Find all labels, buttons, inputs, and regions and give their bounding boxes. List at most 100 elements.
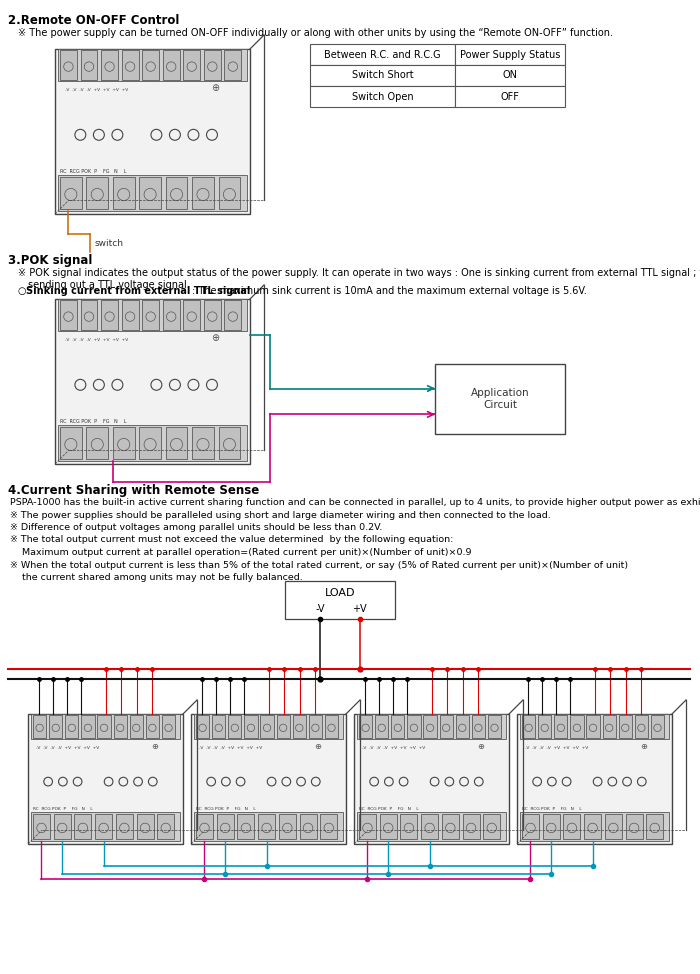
Text: the current shared among units may not be fully balanced.: the current shared among units may not b…	[22, 573, 302, 582]
Text: Power Supply Status: Power Supply Status	[460, 50, 560, 59]
Bar	[60, 176, 82, 209]
Bar	[488, 715, 501, 738]
Text: Sinking current from external TTL signal: Sinking current from external TTL signal	[26, 286, 251, 296]
Bar	[97, 715, 111, 738]
Bar	[359, 715, 372, 738]
Bar	[86, 427, 108, 459]
Bar	[58, 49, 247, 81]
Text: ⊕: ⊕	[477, 742, 484, 751]
Text: RC  RCG POK  P    FG   N    L: RC RCG POK P FG N L	[33, 807, 92, 811]
Text: Maximum output current at parallel operation=(Rated current per unit)×(Number of: Maximum output current at parallel opera…	[22, 548, 472, 557]
Bar	[651, 715, 664, 738]
Bar	[196, 715, 209, 738]
Bar	[183, 50, 200, 80]
Text: 3.POK signal: 3.POK signal	[8, 254, 92, 267]
Bar	[136, 814, 153, 839]
Text: RC  RCG POK  P    FG   N    L: RC RCG POK P FG N L	[60, 169, 127, 173]
Bar	[191, 714, 346, 844]
Bar	[139, 176, 161, 209]
Bar	[424, 715, 437, 738]
Bar	[455, 44, 565, 65]
Bar	[375, 715, 389, 738]
Text: ON: ON	[503, 70, 517, 81]
Bar	[60, 50, 77, 80]
Text: RC  RCG POK  P    FG   N    L: RC RCG POK P FG N L	[522, 807, 582, 811]
Text: : The maximum sink current is 10mA and the maximum external voltage is 5.6V.: : The maximum sink current is 10mA and t…	[192, 286, 587, 296]
Text: Switch Short: Switch Short	[351, 70, 413, 81]
Bar	[542, 814, 560, 839]
Bar	[158, 814, 174, 839]
Bar	[81, 715, 94, 738]
Bar	[58, 174, 247, 211]
Bar	[122, 300, 139, 330]
Text: LOAD: LOAD	[325, 588, 355, 598]
Bar	[310, 86, 455, 107]
Bar	[192, 176, 214, 209]
Bar	[101, 50, 118, 80]
Bar	[65, 715, 78, 738]
Bar	[49, 715, 62, 738]
Bar	[520, 714, 669, 739]
Bar	[194, 714, 343, 739]
Bar	[163, 300, 180, 330]
Bar	[237, 814, 254, 839]
Bar	[391, 715, 405, 738]
Bar	[95, 814, 112, 839]
Text: ⊕: ⊕	[152, 742, 159, 751]
Bar	[354, 714, 509, 844]
Bar	[113, 427, 134, 459]
Text: -V  -V  -V  -V  +V  +V  +V  +V: -V -V -V -V +V +V +V +V	[64, 89, 128, 93]
Text: ※ The power supply can be turned ON-OFF individually or along with other units b: ※ The power supply can be turned ON-OFF …	[18, 28, 613, 38]
Text: -V  -V  -V  -V  +V  +V  +V  +V: -V -V -V -V +V +V +V +V	[525, 746, 588, 750]
Bar	[538, 715, 552, 738]
Bar	[435, 364, 565, 434]
Bar	[626, 814, 643, 839]
Bar	[359, 814, 376, 839]
Bar	[225, 300, 242, 330]
Text: ⊕: ⊕	[211, 333, 219, 343]
Text: RC  RCG POK  P    FG   N    L: RC RCG POK P FG N L	[359, 807, 419, 811]
Bar	[554, 715, 568, 738]
Bar	[80, 50, 97, 80]
Bar	[163, 50, 180, 80]
Bar	[146, 715, 159, 738]
Text: 2.Remote ON-OFF Control: 2.Remote ON-OFF Control	[8, 14, 179, 27]
Bar	[217, 814, 234, 839]
Bar	[440, 715, 453, 738]
Bar	[162, 715, 175, 738]
Text: ※ The total output current must not exceed the value determined  by the followin: ※ The total output current must not exce…	[10, 536, 454, 544]
Bar	[74, 814, 92, 839]
Text: ⊕: ⊕	[314, 742, 321, 751]
Bar	[309, 715, 322, 738]
Bar	[139, 427, 161, 459]
Bar	[635, 715, 648, 738]
Bar	[456, 715, 469, 738]
Text: ※ When the total output current is less than 5% of the total rated current, or s: ※ When the total output current is less …	[10, 560, 628, 570]
Text: RC  RCG POK  P    FG   N    L: RC RCG POK P FG N L	[196, 807, 256, 811]
Text: Between R.C. and R.C.G: Between R.C. and R.C.G	[324, 50, 441, 59]
Bar	[58, 425, 247, 461]
Text: Switch Open: Switch Open	[351, 92, 413, 101]
Text: -V  -V  -V  -V  +V  +V  +V  +V: -V -V -V -V +V +V +V +V	[36, 746, 99, 750]
Bar	[564, 814, 580, 839]
Bar	[194, 812, 343, 841]
Bar	[166, 176, 188, 209]
Bar	[279, 814, 296, 839]
Bar	[522, 715, 536, 738]
Bar	[86, 176, 108, 209]
Bar	[300, 814, 316, 839]
Bar	[603, 715, 616, 738]
Bar	[646, 814, 664, 839]
Text: ※ POK signal indicates the output status of the power supply. It can operate in : ※ POK signal indicates the output status…	[18, 268, 700, 278]
Bar	[605, 814, 622, 839]
Bar	[212, 715, 225, 738]
Bar	[192, 427, 214, 459]
Bar	[142, 50, 159, 80]
Bar	[463, 814, 480, 839]
Bar	[619, 715, 632, 738]
Text: OFF: OFF	[500, 92, 519, 101]
Bar	[584, 814, 601, 839]
Text: -V  -V  -V  -V  +V  +V  +V  +V: -V -V -V -V +V +V +V +V	[199, 746, 262, 750]
Bar	[218, 427, 240, 459]
Bar	[522, 814, 539, 839]
